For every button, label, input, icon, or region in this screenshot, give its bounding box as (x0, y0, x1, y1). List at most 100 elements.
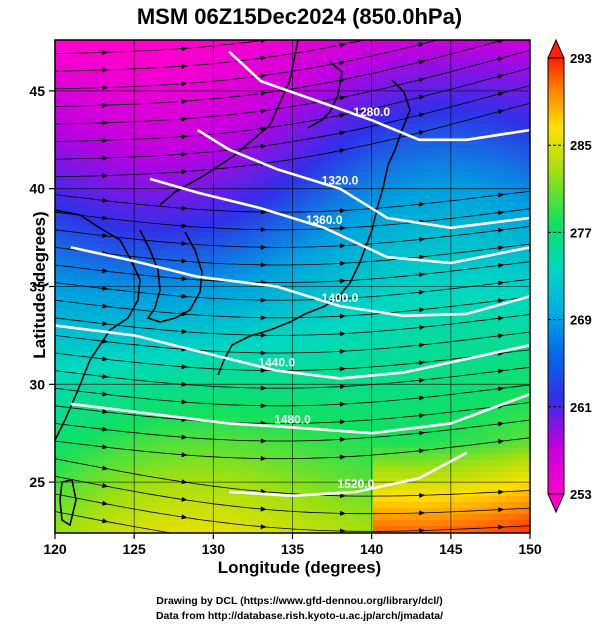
temperature-cell (433, 292, 440, 299)
temperature-cell (175, 142, 182, 149)
temperature-cell (511, 70, 518, 77)
temperature-cell (229, 328, 236, 335)
temperature-cell (421, 46, 428, 53)
temperature-cell (301, 334, 308, 341)
temperature-cell (163, 148, 170, 155)
temperature-cell (259, 148, 266, 155)
temperature-cell (169, 262, 176, 269)
temperature-cell (421, 310, 428, 317)
temperature-cell (409, 322, 416, 329)
temperature-cell (277, 358, 284, 365)
temperature-cell (445, 46, 452, 53)
temperature-cell (67, 196, 74, 203)
temperature-cell (463, 202, 470, 209)
temperature-cell (415, 232, 422, 239)
temperature-cell (127, 328, 134, 335)
temperature-cell (67, 64, 74, 71)
temperature-cell (121, 64, 128, 71)
temperature-cell (379, 172, 386, 179)
temperature-cell (163, 214, 170, 221)
temperature-cell (403, 400, 410, 407)
temperature-cell (139, 286, 146, 293)
temperature-cell (127, 286, 134, 293)
temperature-cell (517, 124, 524, 131)
temperature-cell (385, 184, 392, 191)
temperature-cell (223, 328, 230, 335)
temperature-cell (241, 142, 248, 149)
temperature-cell (73, 256, 80, 263)
temperature-cell (301, 316, 308, 323)
temperature-cell (307, 166, 314, 173)
temperature-cell (55, 82, 62, 89)
temperature-cell (133, 130, 140, 137)
temperature-cell (313, 382, 320, 389)
temperature-cell (97, 364, 104, 371)
temperature-cell (259, 58, 266, 65)
temperature-cell (217, 208, 224, 215)
temperature-cell (229, 136, 236, 143)
temperature-cell (379, 106, 386, 113)
temperature-cell (487, 124, 494, 131)
temperature-cell (457, 238, 464, 245)
temperature-cell (343, 214, 350, 221)
temperature-cell (349, 118, 356, 125)
temperature-cell (319, 94, 326, 101)
temperature-cell (457, 94, 464, 101)
temperature-cell (415, 352, 422, 359)
temperature-cell (313, 100, 320, 107)
temperature-cell (487, 46, 494, 53)
temperature-cell (499, 352, 506, 359)
temperature-cell (505, 220, 512, 227)
temperature-cell (187, 70, 194, 77)
temperature-cell (211, 382, 218, 389)
temperature-cell (157, 376, 164, 383)
temperature-cell (91, 202, 98, 209)
temperature-cell (415, 250, 422, 257)
temperature-cell (253, 130, 260, 137)
temperature-cell (277, 94, 284, 101)
temperature-cell (277, 364, 284, 371)
temperature-cell (217, 268, 224, 275)
temperature-cell (55, 352, 62, 359)
temperature-cell (337, 196, 344, 203)
temperature-cell (421, 166, 428, 173)
temperature-cell (127, 292, 134, 299)
temperature-cell (79, 298, 86, 305)
temperature-cell (121, 202, 128, 209)
temperature-cell (433, 280, 440, 287)
temperature-cell (109, 130, 116, 137)
temperature-cell (367, 400, 374, 407)
temperature-cell (157, 280, 164, 287)
temperature-cell (247, 286, 254, 293)
temperature-cell (307, 322, 314, 329)
temperature-cell (349, 142, 356, 149)
temperature-cell (79, 58, 86, 65)
temperature-cell (67, 286, 74, 293)
temperature-cell (79, 286, 86, 293)
temperature-cell (469, 226, 476, 233)
temperature-cell (493, 394, 500, 401)
temperature-cell (373, 358, 380, 365)
temperature-cell (349, 148, 356, 155)
temperature-cell (229, 118, 236, 125)
temperature-cell (427, 316, 434, 323)
temperature-cell (175, 130, 182, 137)
temperature-cell (115, 70, 122, 77)
temperature-cell (133, 46, 140, 53)
temperature-cell (79, 244, 86, 251)
temperature-cell (91, 334, 98, 341)
temperature-cell (331, 58, 338, 65)
temperature-cell (475, 166, 482, 173)
temperature-cell (163, 352, 170, 359)
temperature-cell (163, 262, 170, 269)
temperature-cell (373, 352, 380, 359)
temperature-cell (91, 286, 98, 293)
temperature-cell (61, 160, 68, 167)
temperature-cell (55, 40, 62, 47)
temperature-cell (337, 220, 344, 227)
temperature-cell (397, 124, 404, 131)
temperature-cell (133, 202, 140, 209)
temperature-cell (295, 118, 302, 125)
temperature-cell (385, 148, 392, 155)
temperature-cell (385, 298, 392, 305)
